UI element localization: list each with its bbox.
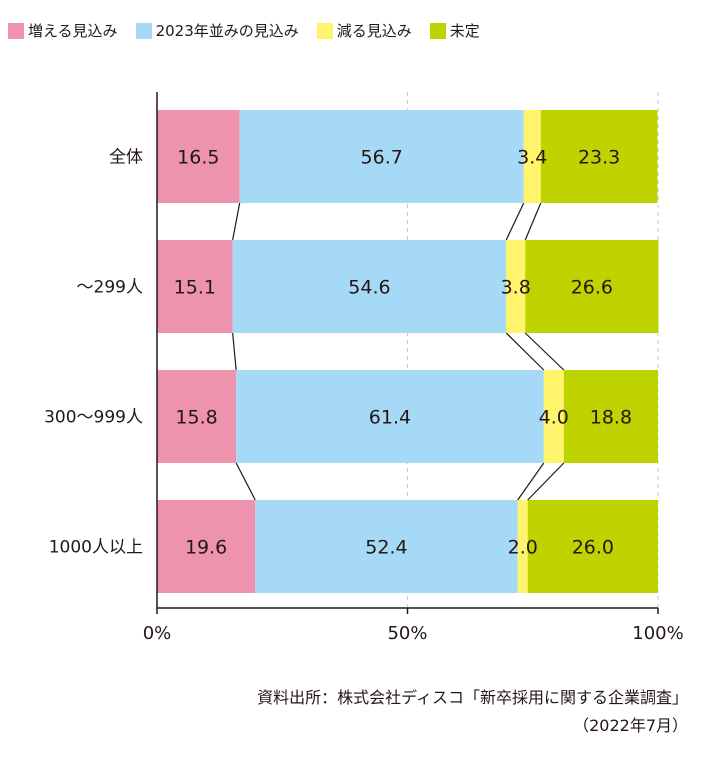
bar-undecided-row-1 — [525, 240, 659, 333]
data-label-decrease-row-0: 3.4 — [517, 147, 547, 169]
data-label-increase-row-3: 19.6 — [185, 537, 227, 559]
data-label-undecided-row-2: 18.8 — [590, 407, 632, 429]
bar-decrease-row-3 — [517, 500, 528, 593]
connector-2-2 — [527, 462, 565, 501]
bar-decrease-row-2 — [543, 370, 564, 463]
legend-label-decrease: 減る見込み — [336, 22, 412, 40]
legend-item-decrease: 減る見込み — [316, 20, 412, 41]
source-note: 資料出所：株式会社ディスコ「新卒採用に関する企業調査」 （2022年7月） — [257, 684, 688, 740]
bar-decrease-row-0 — [523, 110, 541, 203]
legend-label-undecided: 未定 — [449, 22, 480, 40]
data-label-increase-row-1: 15.1 — [174, 277, 216, 299]
x-tick-label-1: 50% — [387, 623, 427, 644]
data-label-increase-row-0: 16.5 — [177, 147, 219, 169]
x-tick-label-2: 100% — [632, 623, 683, 644]
data-label-undecided-row-3: 26.0 — [572, 537, 614, 559]
data-label-increase-row-2: 15.8 — [175, 407, 217, 429]
legend-swatch-undecided — [429, 22, 446, 39]
stacked-bar-chart: 全体 ～299人 300～999人 1000人以上 16.5 56.7 3.4 23.3 15.… — [44, 92, 684, 644]
data-label-same-row-1: 54.6 — [348, 277, 390, 299]
data-label-decrease-row-2: 4.0 — [539, 407, 569, 429]
category-label-1: ～299人 — [77, 278, 143, 298]
bar-undecided-row-2 — [563, 370, 658, 463]
source-line-1: 資料出所：株式会社ディスコ「新卒採用に関する企業調査」 — [257, 688, 688, 707]
connector-2-1 — [517, 462, 545, 501]
bar-same-row-2 — [236, 370, 544, 463]
connector-0-0 — [232, 202, 241, 241]
category-label-3: 1000人以上 — [49, 538, 143, 558]
legend: 増える見込み 2023年並みの見込み 減る見込み 未定 — [8, 20, 498, 41]
bar-increase-row-2 — [157, 370, 237, 463]
x-tick-label-0: 0% — [143, 623, 172, 644]
legend-item-same: 2023年並みの見込み — [135, 20, 299, 41]
data-label-undecided-row-0: 23.3 — [578, 147, 620, 169]
bar-same-row-1 — [232, 240, 507, 333]
source-line-2: （2022年7月） — [573, 716, 688, 735]
legend-item-increase: 増える見込み — [8, 20, 118, 41]
data-label-same-row-2: 61.4 — [369, 407, 411, 429]
connector-1-0 — [232, 332, 237, 371]
data-label-undecided-row-1: 26.6 — [571, 277, 613, 299]
connector-2-0 — [235, 462, 256, 501]
connector-0-1 — [505, 202, 525, 241]
legend-label-same: 2023年並みの見込み — [155, 22, 299, 40]
bar-increase-row-3 — [157, 500, 256, 593]
bar-undecided-row-0 — [540, 110, 658, 203]
bar-decrease-row-1 — [506, 240, 526, 333]
data-label-same-row-0: 56.7 — [361, 147, 403, 169]
legend-swatch-decrease — [316, 22, 333, 39]
data-label-decrease-row-3: 2.0 — [508, 537, 538, 559]
legend-swatch-same — [135, 22, 152, 39]
bar-increase-row-1 — [157, 240, 233, 333]
bar-undecided-row-3 — [527, 500, 658, 593]
data-label-same-row-3: 52.4 — [365, 537, 407, 559]
legend-item-undecided: 未定 — [429, 20, 480, 41]
category-label-0: 全体 — [109, 148, 143, 168]
legend-swatch-increase — [8, 22, 24, 39]
legend-label-increase: 増える見込み — [28, 22, 118, 40]
connector-1-2 — [524, 332, 565, 371]
data-label-decrease-row-1: 3.8 — [501, 277, 531, 299]
category-label-2: 300～999人 — [44, 408, 143, 428]
connector-1-1 — [505, 332, 545, 371]
bar-increase-row-0 — [157, 110, 240, 203]
bar-same-row-3 — [255, 500, 518, 593]
connector-0-2 — [524, 202, 542, 241]
bar-same-row-0 — [239, 110, 524, 203]
